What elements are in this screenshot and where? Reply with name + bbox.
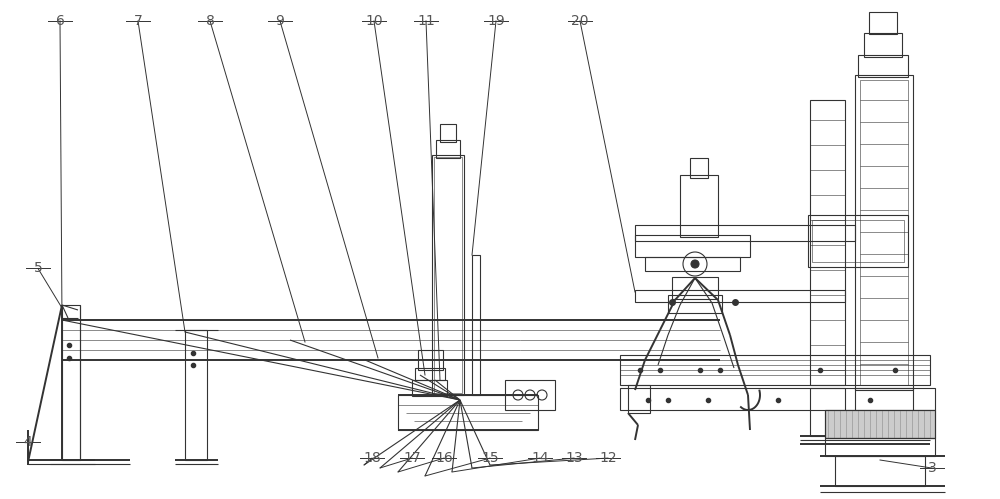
Bar (440, 124, 456, 142)
Text: 19: 19 (487, 14, 505, 28)
Text: 15: 15 (481, 451, 499, 465)
Text: 7: 7 (134, 14, 142, 28)
Bar (635, 235, 750, 257)
Text: 18: 18 (363, 451, 381, 465)
Bar (436, 140, 460, 158)
Bar (825, 410, 935, 438)
Bar (810, 388, 845, 436)
Bar (825, 438, 935, 456)
Bar (412, 380, 447, 396)
Bar (62, 305, 80, 460)
Bar (620, 388, 935, 410)
Bar (628, 385, 650, 413)
Text: 20: 20 (571, 14, 589, 28)
Text: 9: 9 (276, 14, 284, 28)
Bar (835, 456, 925, 486)
Bar (864, 33, 902, 57)
Bar (415, 368, 445, 380)
Bar (672, 277, 718, 299)
Bar (825, 410, 935, 438)
Text: 17: 17 (403, 451, 421, 465)
Bar (810, 100, 845, 385)
Text: 11: 11 (417, 14, 435, 28)
Bar (472, 255, 480, 395)
Bar (812, 220, 904, 262)
Bar (855, 388, 913, 436)
Bar (869, 12, 897, 34)
Bar (434, 157, 462, 393)
Text: 16: 16 (435, 451, 453, 465)
Bar (635, 290, 845, 302)
Bar (668, 295, 722, 313)
Text: 6: 6 (56, 14, 64, 28)
Bar (680, 175, 718, 237)
Text: 8: 8 (206, 14, 214, 28)
Text: 10: 10 (365, 14, 383, 28)
Bar (808, 215, 908, 267)
Bar (645, 257, 740, 271)
Bar (860, 80, 908, 385)
Bar (432, 155, 464, 395)
Text: 3: 3 (928, 461, 936, 475)
Text: 13: 13 (565, 451, 583, 465)
Bar (620, 355, 930, 385)
Bar (858, 55, 908, 77)
Text: 14: 14 (531, 451, 549, 465)
Bar (185, 330, 207, 460)
Bar (855, 75, 913, 390)
Circle shape (691, 260, 699, 268)
Bar (635, 225, 855, 241)
Text: 12: 12 (599, 451, 617, 465)
Text: 4: 4 (24, 435, 32, 449)
Bar (398, 395, 538, 430)
Bar (418, 350, 443, 370)
Bar (505, 380, 555, 410)
Bar (690, 158, 708, 178)
Text: 5: 5 (34, 261, 42, 275)
